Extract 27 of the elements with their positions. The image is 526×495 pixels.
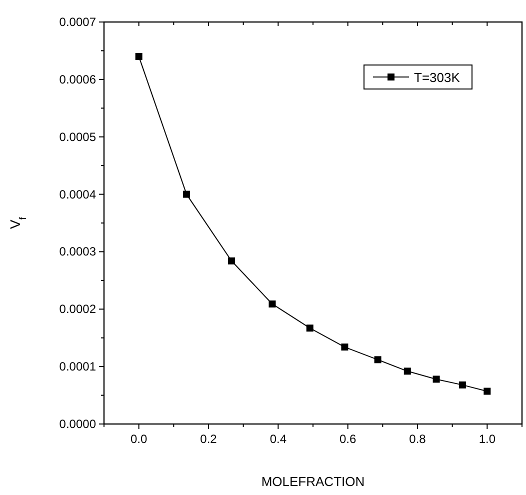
point	[268, 300, 276, 308]
x-tick-label: 1.0	[478, 432, 496, 446]
point	[228, 257, 235, 264]
x-tick-label: 0.6	[339, 432, 356, 446]
x-axis-title: MOLEFRACTION	[261, 474, 365, 489]
point	[432, 376, 440, 383]
point	[404, 368, 411, 375]
y-tick-label: 0.0006	[59, 72, 96, 86]
x-tick-label: 0.8	[409, 432, 426, 446]
y-tick-label: 0.0002	[59, 302, 96, 316]
point	[458, 381, 466, 388]
point	[135, 52, 142, 60]
point	[341, 344, 348, 351]
y-tick-label: 0.0000	[59, 417, 96, 431]
y-tick-label: 0.0004	[59, 187, 96, 202]
y-tick-label: 0.0005	[59, 130, 96, 144]
point	[374, 356, 382, 364]
x-tick-label: 0.4	[270, 432, 287, 446]
point	[183, 190, 190, 198]
legend-label: T=303K	[414, 70, 460, 85]
y-tick-label: 0.0007	[59, 15, 96, 29]
x-tick-label: 0.0	[130, 432, 148, 446]
y-tick-label: 0.0003	[59, 244, 96, 259]
point	[306, 324, 314, 332]
y-tick-label: 0.0001	[59, 360, 96, 374]
point	[484, 388, 491, 395]
x-tick-label: 0.2	[200, 432, 218, 446]
